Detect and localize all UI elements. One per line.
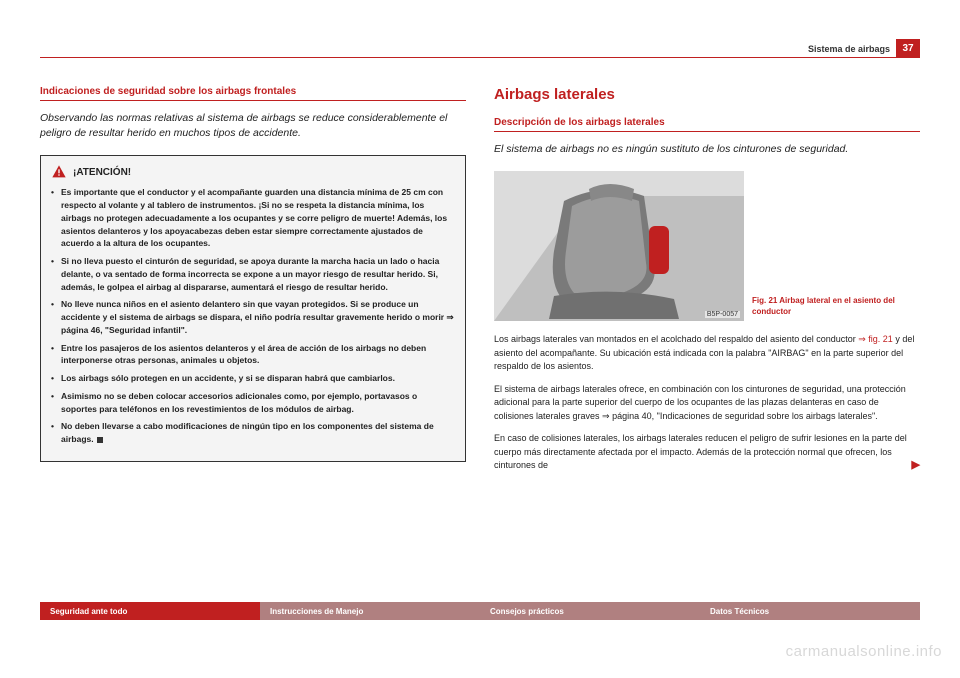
left-subheading: Indicaciones de seguridad sobre los airb…: [40, 86, 466, 101]
figure-image-code: B5P-0057: [705, 311, 740, 318]
watermark: carmanualsonline.info: [786, 643, 942, 660]
right-subheading: Descripción de los airbags laterales: [494, 117, 920, 132]
left-column: Indicaciones de seguridad sobre los airb…: [40, 86, 466, 482]
manual-page: Sistema de airbags 37 Indicaciones de se…: [40, 40, 920, 678]
right-heading: Airbags laterales: [494, 86, 920, 103]
warning-item: No lleve nunca niños en el asiento delan…: [51, 298, 455, 336]
body-paragraph: En caso de colisiones laterales, los air…: [494, 432, 920, 473]
body-paragraph: Los airbags laterales van montados en el…: [494, 333, 920, 374]
header-section-title: Sistema de airbags: [808, 44, 896, 57]
warning-triangle-icon: [51, 164, 67, 180]
figure-21: B5P-0057 Fig. 21 Airbag lateral en el as…: [494, 171, 920, 321]
right-column: Airbags laterales Descripción de los air…: [494, 86, 920, 482]
continue-arrow-icon: ▶: [912, 457, 920, 474]
warning-list: Es importante que el conductor y el acom…: [51, 186, 455, 446]
header-bar: Sistema de airbags 37: [40, 40, 920, 58]
content-columns: Indicaciones de seguridad sobre los airb…: [40, 86, 920, 482]
figure-reference: ⇒ fig. 21: [858, 334, 893, 344]
left-intro: Observando las normas relativas al siste…: [40, 111, 466, 141]
warning-item: No deben llevarse a cabo modificaciones …: [51, 420, 455, 446]
figure-caption: Fig. 21 Airbag lateral en el asiento del…: [752, 296, 920, 321]
body-paragraph: El sistema de airbags laterales ofrece, …: [494, 383, 920, 424]
warning-item: Si no lleva puesto el cinturón de seguri…: [51, 255, 455, 293]
tab-seguridad[interactable]: Seguridad ante todo: [40, 602, 260, 620]
warning-label: ¡ATENCIÓN!: [73, 165, 131, 180]
footer-tabs: Seguridad ante todo Instrucciones de Man…: [40, 602, 920, 620]
figure-image-seat-airbag: B5P-0057: [494, 171, 744, 321]
right-intro: El sistema de airbags no es ningún susti…: [494, 142, 920, 157]
warning-item: Asimismo no se deben colocar accesorios …: [51, 390, 455, 416]
warning-item: Entre los pasajeros de los asientos dela…: [51, 342, 455, 368]
warning-heading: ¡ATENCIÓN!: [51, 164, 455, 180]
tab-consejos[interactable]: Consejos prácticos: [480, 602, 700, 620]
end-of-section-icon: [97, 437, 103, 443]
tab-instrucciones[interactable]: Instrucciones de Manejo: [260, 602, 480, 620]
warning-item: Los airbags sólo protegen en un accident…: [51, 372, 455, 385]
warning-item: Es importante que el conductor y el acom…: [51, 186, 455, 250]
warning-box: ¡ATENCIÓN! Es importante que el conducto…: [40, 155, 466, 462]
tab-datos[interactable]: Datos Técnicos: [700, 602, 920, 620]
page-number: 37: [896, 39, 920, 57]
